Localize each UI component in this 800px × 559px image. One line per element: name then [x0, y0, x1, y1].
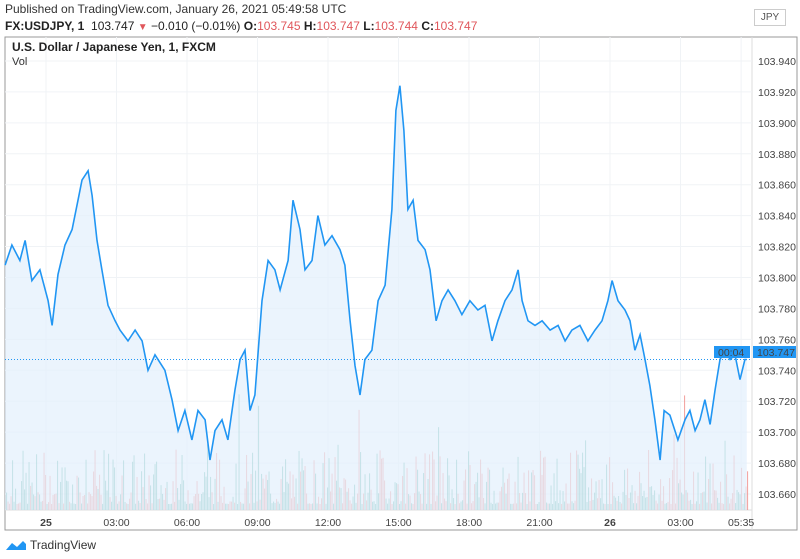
- high-value: 103.747: [316, 19, 360, 33]
- x-tick-label: 06:00: [174, 517, 200, 529]
- open-label: O:: [243, 19, 258, 33]
- tradingview-cloud-icon: [6, 541, 26, 550]
- y-tick-label: 103.860: [758, 180, 796, 192]
- x-tick-label: 25: [40, 517, 52, 529]
- y-tick-label: 103.660: [758, 489, 796, 501]
- y-tick-label: 103.920: [758, 87, 796, 99]
- x-tick-label: 15:00: [385, 517, 411, 529]
- y-tick-label: 103.700: [758, 427, 796, 439]
- published-caption: Published on TradingView.com, January 26…: [5, 2, 347, 16]
- x-tick-label: 05:35: [728, 517, 754, 529]
- y-tick-label: 103.760: [758, 334, 796, 346]
- last-price: 103.747: [91, 19, 135, 33]
- close-label: C:: [421, 19, 434, 33]
- current-price-badge: [753, 346, 796, 358]
- high-label: H:: [303, 19, 317, 33]
- currency-button[interactable]: JPY: [754, 9, 786, 26]
- y-tick-label: 103.900: [758, 118, 796, 130]
- y-tick-label: 103.940: [758, 56, 796, 68]
- x-tick-label: 26: [604, 517, 616, 529]
- price-change: −0.010 (−0.01%): [151, 19, 241, 33]
- chart-title: U.S. Dollar / Japanese Yen, 1, FXCM: [12, 40, 216, 54]
- symbol-info-bar: FX:USDJPY, 1 103.747 ▼ −0.010 (−0.01%) O…: [5, 19, 477, 35]
- price-area-fill: [5, 85, 747, 510]
- y-tick-label: 103.840: [758, 211, 796, 223]
- time-axis[interactable]: 25 03:00 06:00 09:00 12:00 15:00 18:00 21:00 26 0…: [40, 517, 754, 529]
- brand-name: TradingView: [30, 538, 97, 552]
- x-tick-label: 09:00: [244, 517, 270, 529]
- symbol-name: FX:USDJPY, 1: [5, 19, 85, 33]
- low-value: 103.744: [374, 19, 418, 33]
- y-tick-label: 103.880: [758, 149, 796, 161]
- y-tick-label: 103.820: [758, 242, 796, 254]
- y-tick-label: 103.680: [758, 458, 796, 470]
- countdown-text: 00:04: [718, 347, 744, 359]
- y-tick-label: 103.720: [758, 396, 796, 408]
- volume-bar: [747, 471, 749, 510]
- x-tick-label: 03:00: [103, 517, 129, 529]
- close-value: 103.747: [433, 19, 478, 33]
- tradingview-logo[interactable]: TradingView: [5, 538, 96, 552]
- low-label: L:: [363, 19, 375, 33]
- x-tick-label: 03:00: [667, 517, 693, 529]
- y-tick-label: 103.780: [758, 303, 796, 315]
- current-price-text: 103.747: [757, 347, 795, 359]
- volume-legend: Vol: [12, 56, 28, 68]
- x-tick-label: 12:00: [315, 517, 341, 529]
- down-triangle-icon: ▼: [137, 22, 148, 33]
- countdown-badge: [714, 346, 750, 358]
- y-tick-label: 103.800: [758, 272, 796, 284]
- x-tick-label: 18:00: [456, 517, 482, 529]
- open-value: 103.745: [257, 19, 301, 33]
- price-line: [4, 85, 747, 461]
- y-tick-label: 103.740: [758, 365, 796, 377]
- x-tick-label: 21:00: [526, 517, 552, 529]
- price-axis[interactable]: 103.660 103.680 103.700 103.720 103.740 103.7…: [758, 56, 796, 501]
